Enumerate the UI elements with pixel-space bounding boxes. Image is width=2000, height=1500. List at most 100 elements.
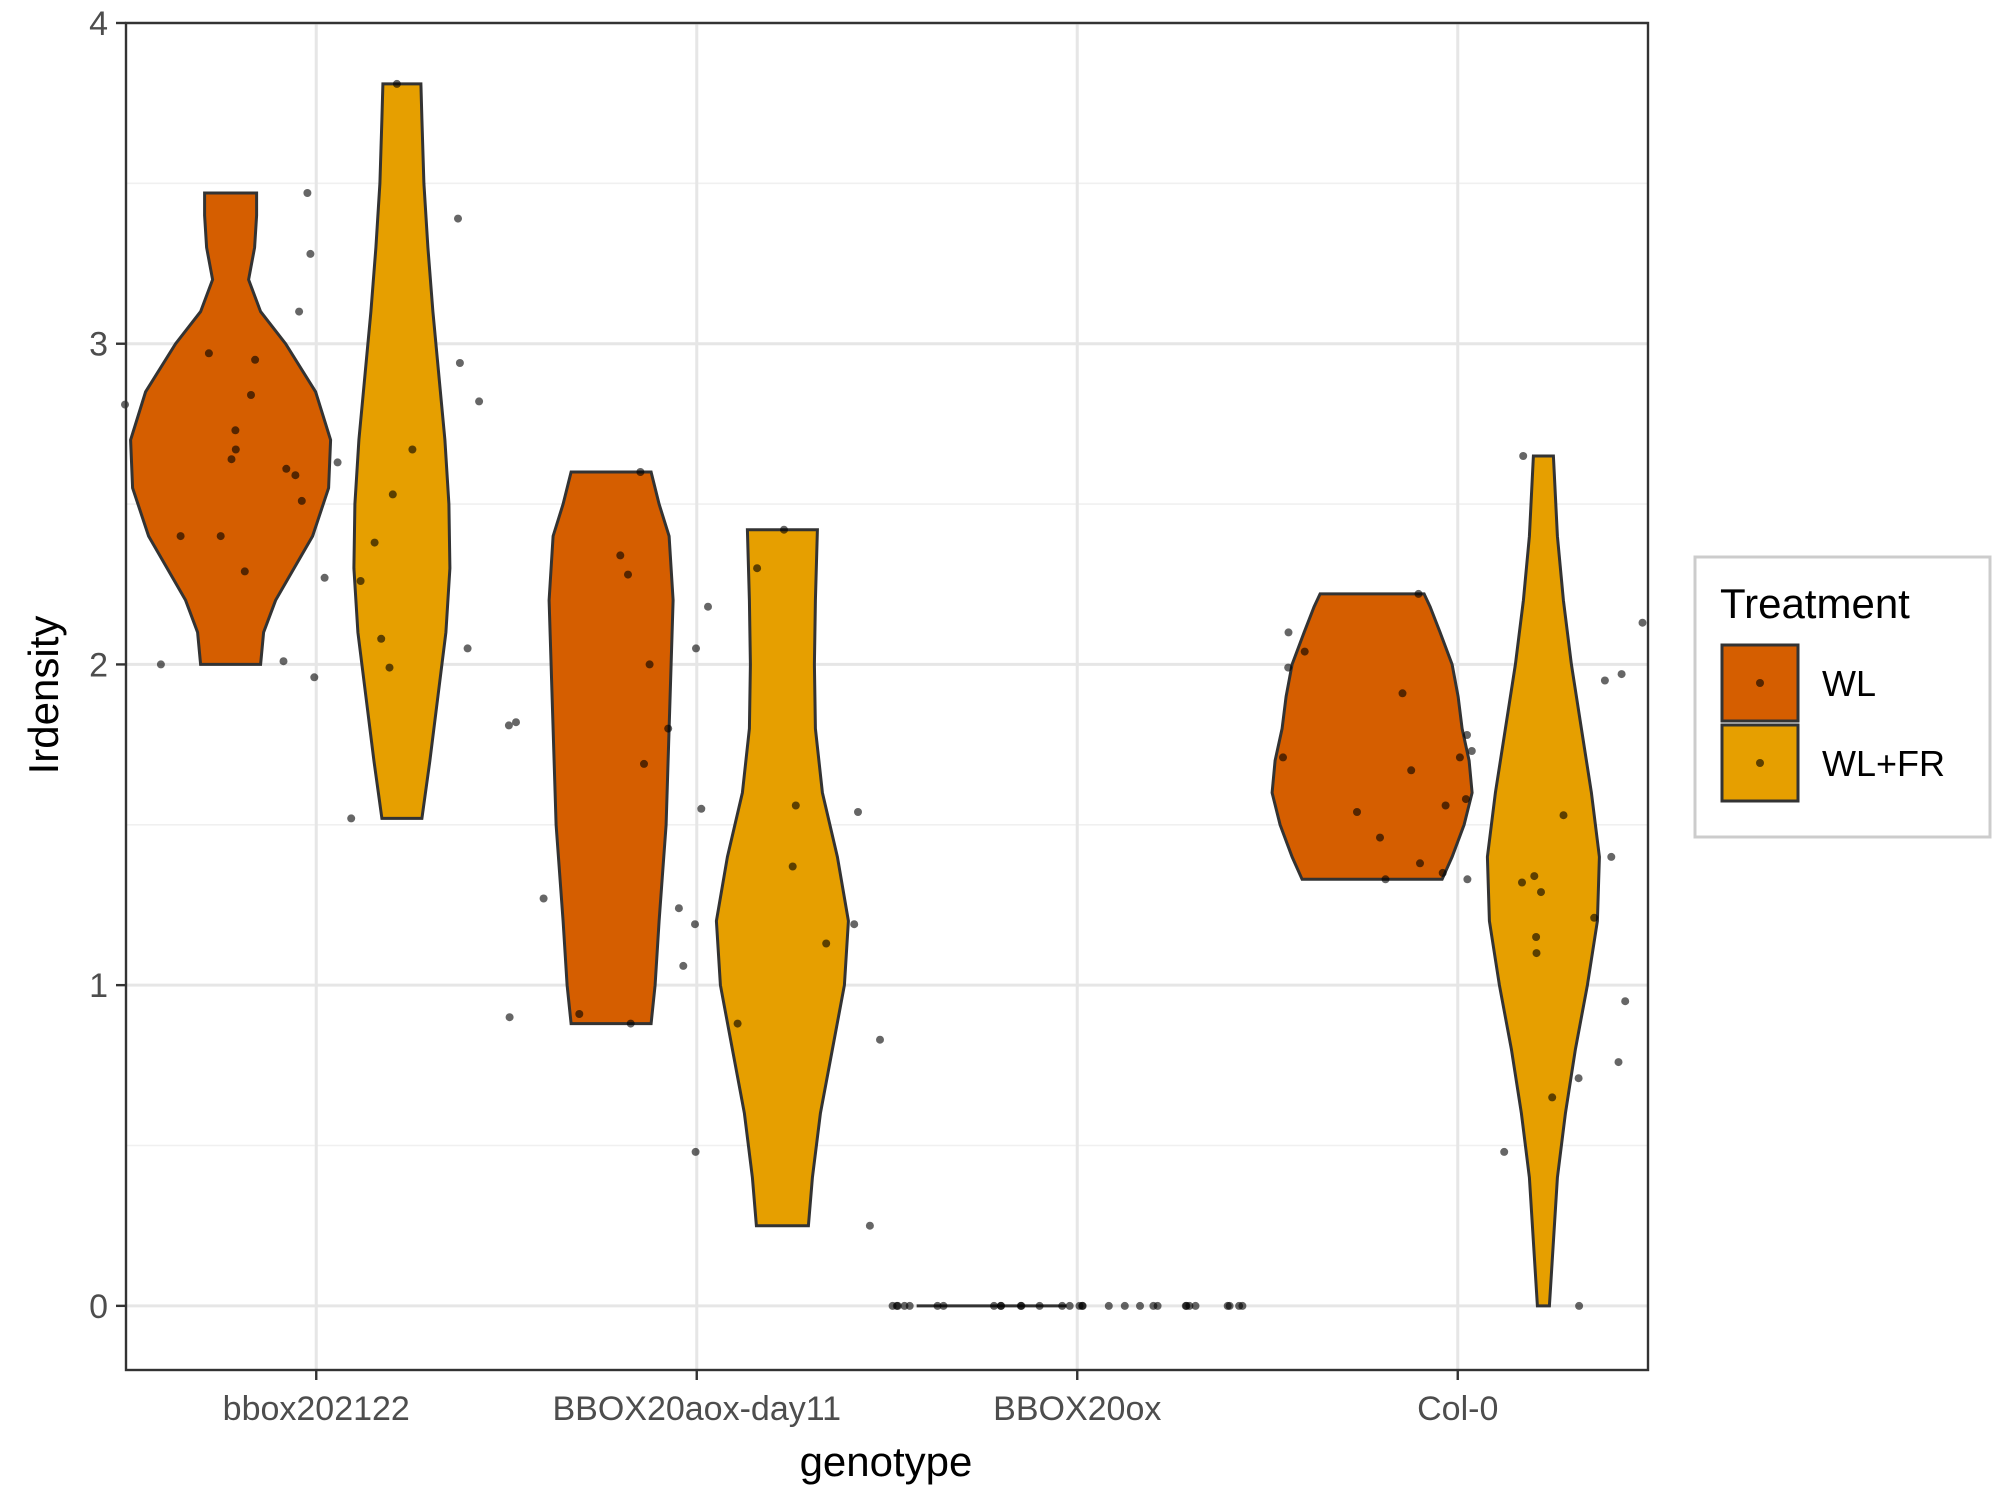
data-point [616,551,625,560]
data-point [176,532,185,541]
data-point [575,1010,584,1018]
data-point [791,801,800,810]
data-point [990,1301,998,1310]
x-tick-label: bbox202122 [223,1390,410,1428]
data-point [1500,1147,1509,1156]
legend-label: WL [1822,663,1876,704]
data-point [1398,689,1407,698]
data-point [1548,1093,1557,1102]
data-point [1590,913,1599,922]
data-point [231,445,240,454]
data-point [640,759,648,768]
x-axis-title: genotype [800,1438,973,1485]
data-point [231,426,240,435]
data-point [227,455,236,464]
data-point [1017,1301,1026,1310]
data-point [1078,1301,1087,1310]
data-point [216,532,225,541]
data-point [1617,670,1626,679]
legend-key-point [1756,679,1764,687]
data-point [1455,753,1464,762]
data-point [1181,1301,1190,1310]
x-tick-label: BBOX20ox [993,1390,1161,1428]
data-point [697,804,706,813]
violin-WL+FR-Col-0 [1485,454,1601,1308]
data-point [1407,766,1416,775]
data-point [1532,949,1541,958]
data-point [1463,875,1472,884]
data-point [282,464,291,473]
data-point [504,721,513,730]
legend-key-point [1756,759,1764,767]
legend-label: WL+FR [1822,743,1945,784]
data-point [636,468,645,476]
y-tick-label: 4 [89,5,108,43]
data-point [204,349,213,358]
violin-WL+FR-bbox202122 [352,82,452,820]
y-tick-label: 2 [89,646,108,684]
data-point [905,1301,914,1310]
data-point [1238,1301,1247,1310]
data-point [1463,731,1471,739]
data-point [1575,1301,1584,1310]
y-tick-label: 0 [89,1288,108,1326]
data-point [392,79,401,88]
x-tick-label: BBOX20aox-day11 [552,1390,841,1428]
data-point [788,862,797,871]
data-point [1537,888,1545,897]
data-point [347,814,356,823]
data-point [1559,811,1568,820]
data-point [297,496,306,505]
violin-WL-bbox202122 [129,191,333,666]
violin-WL-Col-0 [1270,592,1474,881]
data-point [1600,676,1609,685]
data-point [333,458,342,467]
data-point [310,673,319,682]
data-point [733,1019,742,1028]
data-point [385,663,394,672]
data-point [876,1035,884,1044]
data-point [1461,795,1470,804]
data-point [1532,933,1541,941]
data-point [1376,833,1384,842]
data-point [454,214,462,223]
data-point [691,920,699,929]
data-point [679,961,688,970]
y-tick-label: 1 [89,967,108,1005]
data-point [939,1301,948,1310]
data-point [692,644,700,653]
data-point [1519,452,1528,460]
data-point [1191,1301,1200,1310]
plot-border [124,21,1650,1372]
data-point [1284,663,1293,672]
data-point [1530,872,1539,881]
data-point [1300,647,1309,656]
data-point [505,1013,514,1022]
data-point [780,525,788,534]
data-point [303,189,312,197]
data-point [1414,589,1423,598]
data-point [1279,753,1287,762]
data-point [247,391,255,399]
data-point [475,397,484,406]
data-point [1035,1301,1044,1310]
data-point [1438,868,1447,877]
data-point [512,718,520,727]
data-point [240,567,249,576]
data-point [674,904,683,913]
data-point [1065,1301,1074,1310]
data-point [1416,859,1424,868]
data-point [664,724,673,733]
data-point [645,660,654,669]
data-point [850,920,859,929]
data-point [888,1301,897,1310]
data-point [377,634,386,643]
data-point [1441,801,1450,810]
data-point [279,657,288,666]
data-point [1467,747,1476,755]
data-point [1104,1301,1113,1310]
data-point [1225,1301,1234,1310]
x-tick-label: Col-0 [1417,1390,1498,1428]
data-point [388,490,397,499]
